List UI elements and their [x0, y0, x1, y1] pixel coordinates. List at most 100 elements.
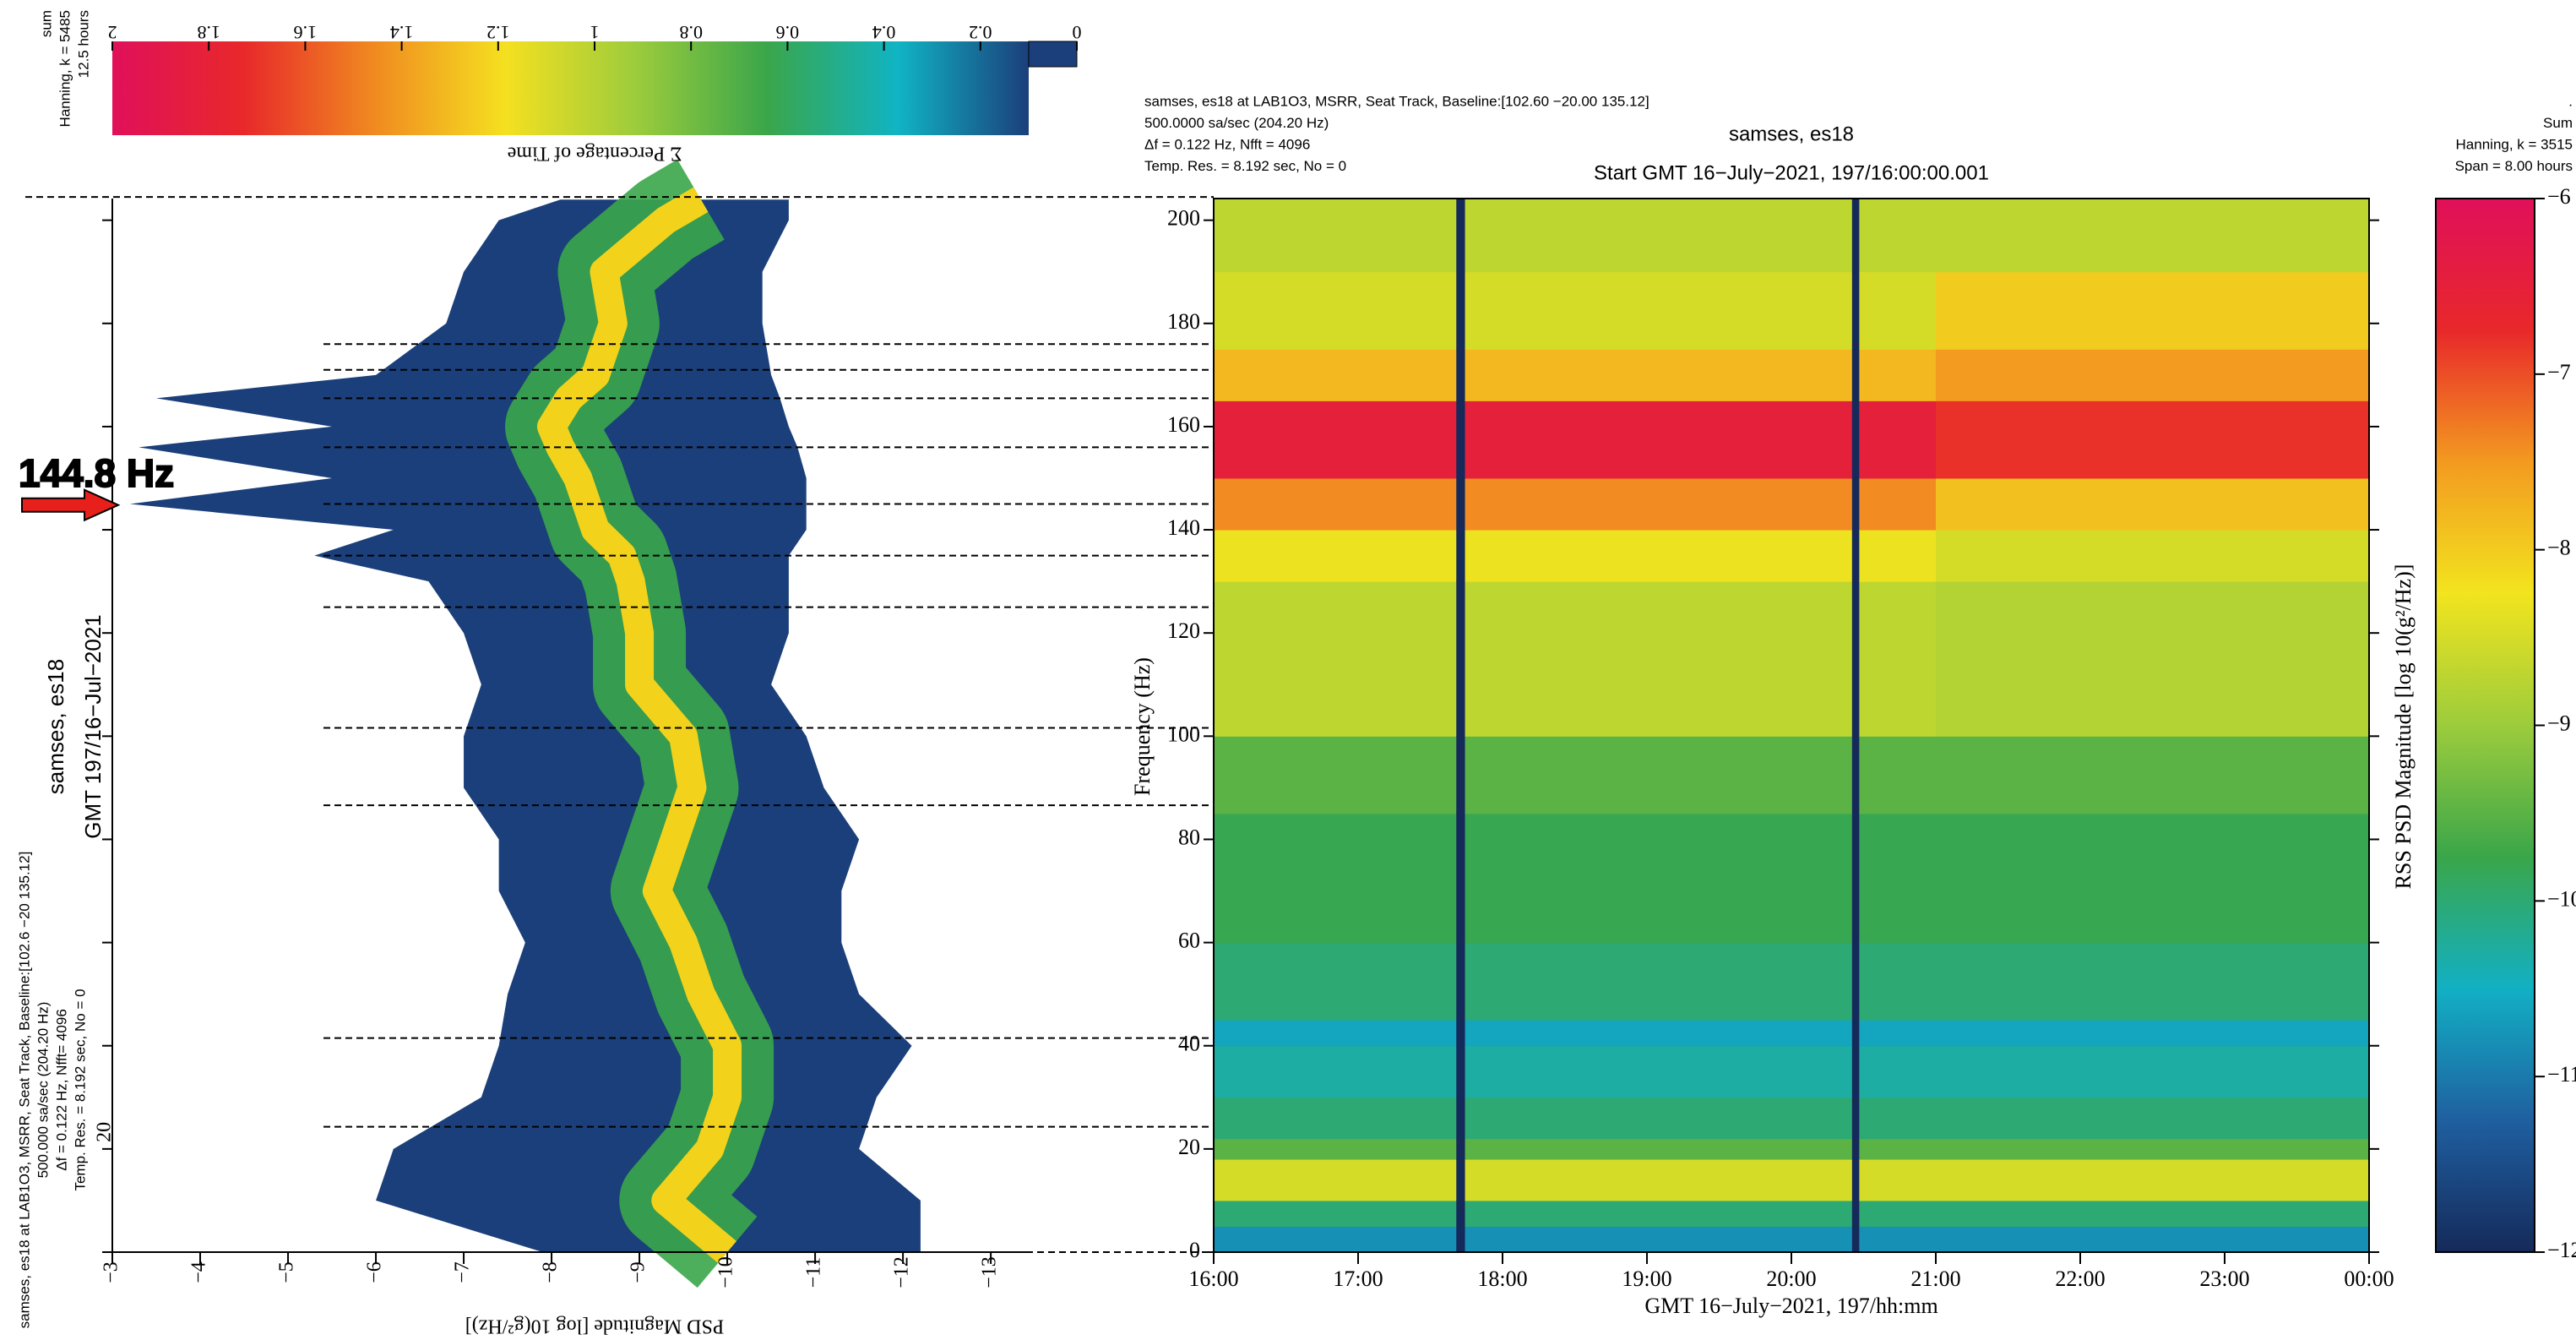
heat-cell	[1456, 271, 1466, 350]
heat-cell	[1859, 199, 1937, 273]
annotation-arrow	[21, 488, 121, 522]
heat-cell	[1465, 199, 1853, 273]
heat-cell	[1465, 400, 1853, 479]
heat-cell	[1465, 1045, 1853, 1098]
heat-cell	[1214, 1138, 1457, 1160]
psd-envelope	[129, 199, 921, 1253]
x-tick-label: 21:00	[1910, 1266, 1960, 1291]
info-line: samses, es18 at LAB1O3, MSRR, Seat Track…	[1144, 93, 1649, 109]
y-tick-label: 20	[94, 1122, 116, 1142]
y-tick-label: 20	[1178, 1135, 1200, 1159]
info-line: samses, es18 at LAB1O3, MSRR, Seat Track…	[16, 852, 32, 1329]
x-tick-label: −13	[979, 1256, 1001, 1288]
colorbar-end	[1028, 41, 1078, 68]
heat-cell	[1936, 199, 2370, 273]
heat-cell	[1851, 1138, 1860, 1160]
heat-cell	[1456, 736, 1466, 814]
chart-subtitle: Start GMT 16−July−2021, 197/16:00:00.001	[1594, 161, 1989, 184]
heat-cell	[1456, 1020, 1466, 1047]
x-tick-label: 23:00	[2199, 1266, 2249, 1291]
heat-cell	[1456, 1045, 1466, 1098]
colorbar-tick-label: 1.2	[486, 22, 510, 43]
x-tick-label: 00:00	[2344, 1266, 2394, 1291]
heat-cell	[1214, 813, 1457, 944]
heat-cell	[1851, 581, 1860, 737]
x-tick-label: 16:00	[1188, 1266, 1238, 1291]
info-line: Δf = 0.122 Hz, Nfft= 4096	[53, 1009, 69, 1171]
colorbar-tick-label: −12	[2547, 1238, 2576, 1262]
heat-cell	[1465, 1097, 1853, 1140]
colorbar-tick-label: 1.8	[197, 22, 220, 43]
heat-cell	[1859, 1200, 1937, 1227]
heat-cell	[1214, 942, 1457, 1021]
info-line: .	[2568, 93, 2573, 109]
heat-cell	[1456, 813, 1466, 944]
heat-cell	[1936, 1226, 2370, 1253]
heat-cell	[1936, 1159, 2370, 1201]
y-tick-label: 60	[1178, 929, 1200, 953]
colorbar-tick-label: −6	[2547, 184, 2571, 209]
x-tick-label: 22:00	[2055, 1266, 2105, 1291]
heat-cell	[1456, 1200, 1466, 1227]
x-tick-label: −12	[891, 1256, 913, 1288]
x-tick-label: −7	[452, 1261, 474, 1283]
colorbar-tick-label: 0	[1073, 22, 1082, 43]
x-tick-label: −9	[628, 1261, 649, 1283]
colorbar-tick-label: 2	[108, 22, 117, 43]
heat-cell	[1859, 1159, 1937, 1201]
info-line: Span = 8.00 hours	[2455, 158, 2573, 174]
heat-cell	[1851, 1200, 1860, 1227]
chart-title: samses, es18	[1729, 123, 1854, 145]
heat-cell	[1936, 942, 2370, 1021]
heat-cell	[1851, 1159, 1860, 1201]
heat-cell	[1214, 1226, 1457, 1253]
heat-cell	[1936, 349, 2370, 401]
heat-cell	[1465, 349, 1853, 401]
heat-cell	[1465, 736, 1853, 814]
heat-cell	[1936, 1097, 2370, 1140]
heat-cell	[1214, 581, 1457, 737]
colorbar-tick-label: 0.6	[776, 22, 800, 43]
colorbar	[112, 41, 1029, 135]
heat-cell	[1859, 1226, 1937, 1253]
y-tick-label: 200	[1167, 206, 1200, 231]
colorbar-tick-label: −10	[2547, 886, 2576, 911]
colorbar-tick-label: −7	[2547, 360, 2571, 384]
heat-cell	[1465, 1200, 1853, 1227]
colorbar-tick-label: 1.4	[390, 22, 414, 43]
heat-cell	[1465, 581, 1853, 737]
heat-cell	[1936, 271, 2370, 350]
colorbar-info: 12.5 hours	[75, 10, 91, 78]
heat-cell	[1936, 477, 2370, 531]
heat-cell	[1851, 942, 1860, 1021]
x-tick-label: −4	[188, 1261, 210, 1283]
y-tick-label: 0	[1189, 1238, 1200, 1262]
heat-cell	[1456, 581, 1466, 737]
heat-cell	[1851, 736, 1860, 814]
heat-cell	[1859, 1020, 1937, 1047]
colorbar-info: Hanning, k = 5485	[57, 10, 73, 127]
subtitle: samses, es18	[43, 659, 68, 794]
heat-cell	[1851, 530, 1860, 582]
info-line: Temp. Res. = 8.192 sec, No = 0	[72, 989, 88, 1190]
colorbar-info: sum	[38, 10, 54, 37]
info-line: Hanning, k = 3515	[2456, 136, 2573, 152]
heat-cell	[1214, 477, 1457, 531]
heat-cell	[1936, 1138, 2370, 1160]
heat-cell	[1851, 349, 1860, 401]
x-tick-label: 19:00	[1622, 1266, 1671, 1291]
y-tick-label: 180	[1167, 309, 1200, 334]
info-line: Sum	[2543, 115, 2573, 131]
annotation: 144.8 Hz	[19, 451, 174, 495]
colorbar-tick-label: 0.4	[872, 22, 896, 43]
heat-cell	[1465, 1159, 1853, 1201]
heat-cell	[1214, 400, 1457, 479]
colorbar-tick-label: −11	[2547, 1062, 2576, 1087]
info-line: 500.0000 sa/sec (204.20 Hz)	[1144, 115, 1329, 131]
heat-cell	[1936, 1045, 2370, 1098]
colorbar-tick-label: 1	[590, 22, 600, 43]
heat-cell	[1859, 1138, 1937, 1160]
y-tick-label: 160	[1167, 412, 1200, 437]
x-tick-label: −6	[364, 1261, 386, 1283]
